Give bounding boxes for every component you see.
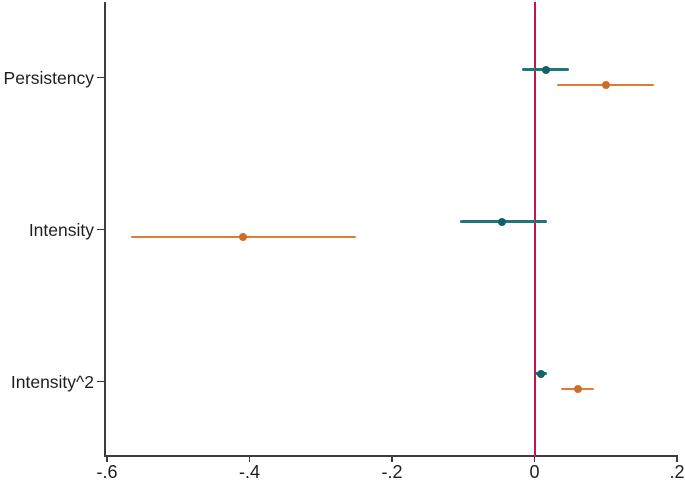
x-tick-label: 0	[529, 462, 540, 482]
x-tick-label: -.2	[381, 462, 403, 482]
x-tick	[533, 456, 536, 462]
y-tick	[97, 228, 105, 231]
x-tick-label: -.4	[238, 462, 260, 482]
zero-reference-line	[533, 2, 536, 457]
x-tick-label: .2	[669, 462, 685, 482]
point-estimate-marker	[541, 65, 550, 74]
point-estimate-marker	[239, 233, 248, 241]
point-estimate-marker	[601, 81, 610, 89]
y-category-label: Persistency	[3, 67, 94, 88]
y-tick	[97, 76, 105, 79]
y-category-label: Intensity	[28, 219, 94, 240]
x-axis	[104, 455, 678, 457]
x-tick	[248, 456, 251, 462]
x-tick	[391, 456, 393, 462]
x-tick	[106, 456, 108, 462]
x-tick-label: -.6	[96, 462, 118, 482]
point-estimate-marker	[498, 217, 507, 226]
point-estimate-marker	[536, 369, 545, 378]
point-estimate-marker	[573, 385, 582, 393]
y-category-label: Intensity^2	[10, 371, 94, 392]
y-tick	[97, 380, 105, 383]
x-tick	[676, 456, 678, 462]
